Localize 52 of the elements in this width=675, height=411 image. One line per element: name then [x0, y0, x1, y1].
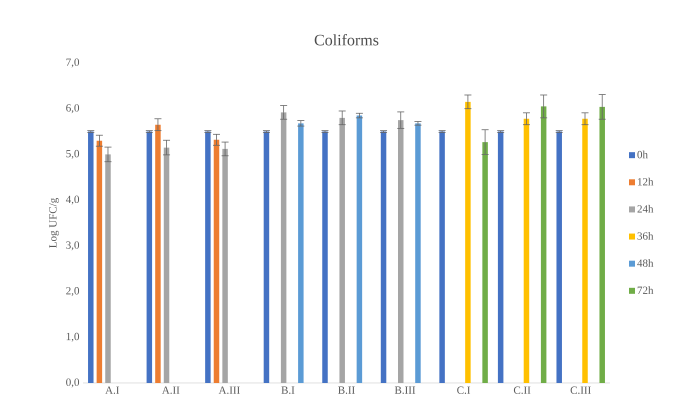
- bar: [380, 132, 386, 383]
- y-tick-label: 6,0: [66, 104, 80, 114]
- bar: [155, 124, 161, 383]
- bar: [105, 154, 111, 383]
- bar: [205, 132, 211, 383]
- x-tick-label: B.II: [338, 386, 355, 394]
- bar: [356, 116, 362, 383]
- x-tick-label: A.III: [218, 386, 240, 394]
- x-tick-label: B.III: [394, 386, 416, 394]
- legend-label: 48h: [637, 259, 654, 267]
- chart-title: Coliforms: [314, 34, 378, 46]
- bar: [322, 132, 328, 383]
- bar: [164, 148, 170, 383]
- bar: [465, 102, 471, 383]
- y-tick-label: 4,0: [66, 196, 80, 205]
- x-tick-label: A.II: [162, 386, 180, 394]
- bar: [524, 118, 530, 383]
- bar: [88, 132, 94, 383]
- x-tick-label: C.I: [457, 386, 470, 394]
- y-tick-label: 3,0: [66, 241, 80, 250]
- y-tick-label: 0,0: [66, 378, 80, 388]
- bar: [222, 148, 228, 383]
- y-tick-label: 1,0: [66, 332, 80, 342]
- x-tick-label: B.I: [281, 386, 294, 394]
- bar: [96, 140, 102, 383]
- x-tick-label: A.I: [105, 386, 120, 394]
- y-tick-label: 2,0: [66, 287, 80, 296]
- bar: [482, 142, 488, 383]
- bar: [264, 132, 270, 383]
- bar: [398, 120, 404, 383]
- bar: [415, 123, 421, 383]
- legend-label: 72h: [638, 286, 654, 294]
- x-tick-label: C.III: [570, 386, 591, 394]
- y-axis-title: Log UFC/g: [49, 198, 59, 248]
- legend-label: 0h: [637, 150, 648, 158]
- legend-label: 24h: [637, 204, 654, 212]
- bar: [540, 106, 546, 383]
- bar: [498, 132, 504, 383]
- bar: [599, 106, 605, 383]
- bar: [298, 123, 304, 383]
- bar: [339, 118, 345, 383]
- y-tick-label: 5,0: [66, 150, 80, 159]
- bar: [556, 132, 562, 383]
- bar: [439, 132, 445, 383]
- legend-label: 12h: [638, 178, 654, 186]
- bar: [214, 140, 220, 383]
- y-tick-label: 7,0: [66, 58, 80, 68]
- bar: [582, 118, 588, 383]
- x-tick-label: C.II: [514, 386, 530, 394]
- legend-label: 36h: [638, 232, 654, 240]
- bar: [280, 112, 286, 383]
- bar: [146, 132, 152, 383]
